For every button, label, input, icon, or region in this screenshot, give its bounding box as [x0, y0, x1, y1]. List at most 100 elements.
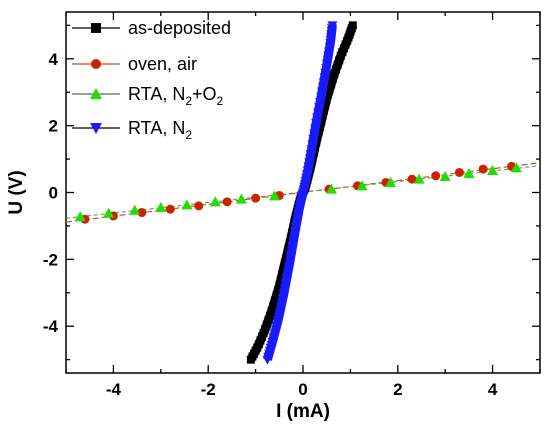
data-point [282, 268, 293, 278]
x-axis-tick-labels: -4 -2 0 2 4 [106, 380, 498, 399]
x-tick-label: 2 [393, 380, 402, 399]
legend: as-deposited oven, air RTA, N2+O2 RTA, N2 [72, 18, 231, 142]
data-point [276, 298, 287, 308]
data-point [323, 51, 334, 61]
data-point [413, 173, 425, 184]
data-point [264, 316, 273, 325]
series-rta-n2-o2 [74, 162, 522, 222]
data-point [270, 296, 279, 305]
data-point [331, 65, 340, 74]
data-point [327, 21, 338, 31]
legend-item-3: RTA, N2 [72, 118, 192, 142]
data-point [310, 124, 321, 134]
data-point [275, 280, 284, 289]
data-point [318, 111, 327, 120]
data-point [316, 92, 327, 102]
data-point [262, 320, 271, 329]
y-tick-label: -4 [43, 317, 59, 336]
data-point [286, 247, 297, 257]
data-point [272, 291, 281, 300]
data-point [321, 64, 332, 74]
data-point [222, 197, 232, 207]
data-point [91, 23, 101, 33]
data-point [327, 80, 336, 89]
data-point [290, 226, 301, 236]
data-point [274, 308, 285, 318]
data-point [320, 68, 331, 78]
data-point [454, 167, 464, 177]
data-point [273, 312, 284, 322]
data-point [275, 303, 286, 313]
y-axis-ticks [66, 24, 540, 361]
x-tick-label: 0 [298, 380, 307, 399]
data-point [303, 162, 314, 172]
data-point [269, 190, 281, 201]
data-point [278, 270, 287, 279]
data-point [209, 196, 221, 207]
data-point [194, 201, 204, 211]
legend-label: RTA, N2+O2 [128, 84, 224, 108]
legend-item-0: as-deposited [72, 18, 231, 38]
data-point [323, 47, 334, 57]
data-point [439, 170, 451, 181]
data-point [302, 166, 313, 176]
data-point [317, 87, 328, 97]
y-tick-label: 4 [49, 50, 59, 69]
x-tick-label: -2 [201, 380, 216, 399]
data-point [407, 174, 417, 184]
data-point [317, 117, 326, 126]
x-tick-label: 4 [488, 380, 498, 399]
data-point [487, 164, 499, 175]
y-tick-label: 0 [49, 184, 58, 203]
data-point [385, 176, 397, 187]
data-point [335, 56, 344, 65]
data-point [325, 85, 334, 94]
data-point [431, 171, 441, 181]
data-point [103, 207, 115, 218]
data-point [279, 284, 290, 294]
legend-item-2: RTA, N2+O2 [72, 84, 224, 108]
data-point [266, 311, 275, 320]
legend-label: RTA, N2 [128, 118, 192, 142]
data-point [314, 103, 325, 113]
data-point [292, 214, 303, 224]
data-point [235, 193, 247, 204]
plot-area [65, 11, 541, 374]
data-point [278, 289, 289, 299]
y-axis-label: U (V) [6, 170, 27, 214]
data-point [129, 204, 141, 215]
data-point [318, 78, 329, 88]
data-point [137, 208, 147, 218]
data-point [319, 106, 328, 115]
data-point [356, 180, 368, 191]
data-point [308, 134, 319, 144]
data-point [328, 75, 337, 84]
data-point [272, 317, 283, 327]
x-axis-label: I (mA) [276, 401, 330, 422]
data-point [280, 279, 291, 289]
data-point [313, 108, 324, 118]
data-point [293, 210, 304, 220]
data-point [90, 88, 102, 99]
y-axis-tick-labels: -4 -2 0 2 4 [43, 50, 59, 336]
data-point [90, 123, 102, 134]
data-point [267, 306, 276, 315]
data-point [269, 301, 278, 310]
series-rta-n2 [262, 21, 338, 365]
data-point [261, 325, 270, 334]
x-tick-label: -4 [106, 380, 122, 399]
data-point [324, 43, 335, 53]
data-point [74, 211, 86, 222]
data-point [274, 286, 283, 295]
y-tick-label: 2 [49, 117, 58, 136]
legend-label: oven, air [128, 54, 197, 74]
legend-label: as-deposited [128, 18, 231, 38]
data-point [251, 193, 261, 203]
data-point [181, 199, 193, 210]
data-point [323, 90, 332, 99]
data-point [277, 294, 288, 304]
data-point [463, 167, 475, 178]
data-point [287, 242, 298, 252]
data-point [478, 164, 488, 174]
